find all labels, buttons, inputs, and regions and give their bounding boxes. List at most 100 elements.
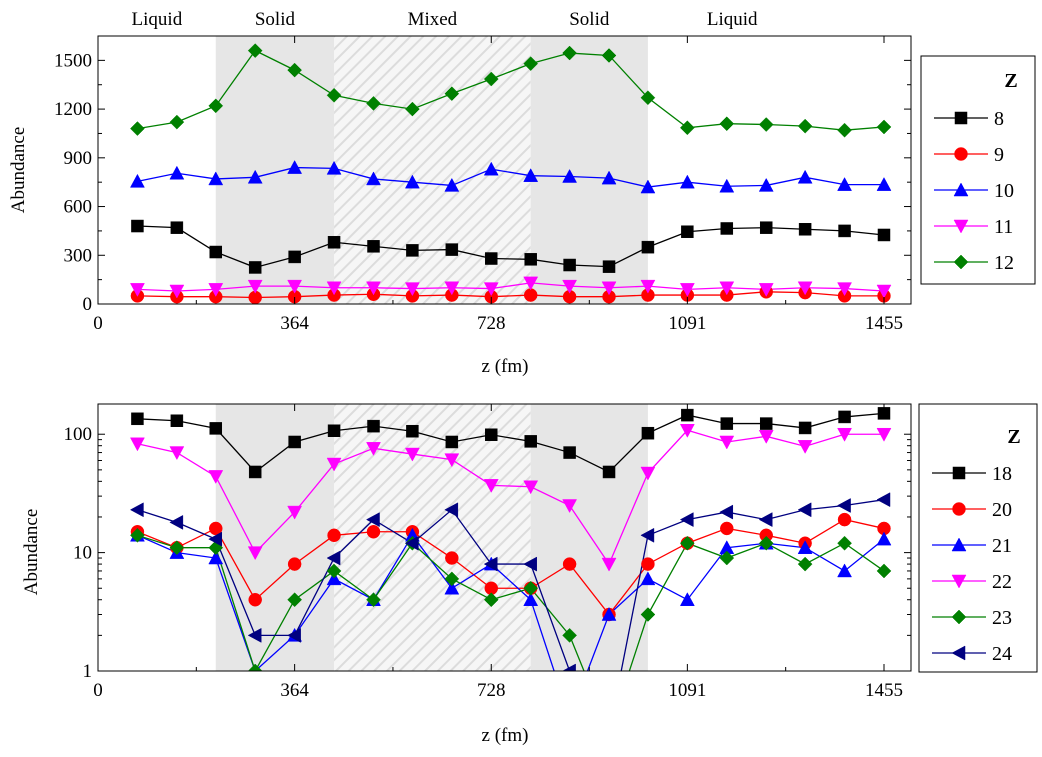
data-point-z24 xyxy=(797,502,812,518)
data-point-z24 xyxy=(758,512,773,528)
legend-label-z23: 23 xyxy=(992,607,1012,629)
data-point-z8 xyxy=(209,245,223,259)
region-label-liquid: Liquid xyxy=(707,9,758,30)
series-line-z11 xyxy=(137,282,885,292)
data-point-z8 xyxy=(524,253,537,266)
data-point-z23 xyxy=(483,592,499,608)
data-point-z10 xyxy=(287,160,303,174)
legend-marker-z18 xyxy=(952,466,966,480)
y-tick-label: 900 xyxy=(64,148,93,169)
data-point-z21 xyxy=(601,606,617,621)
data-point-z22 xyxy=(483,479,499,493)
data-point-z20 xyxy=(248,592,262,607)
y-tick-label: 0 xyxy=(83,294,93,315)
data-point-z12 xyxy=(169,114,185,130)
data-point-z10 xyxy=(640,179,656,194)
data-point-z22 xyxy=(169,446,185,461)
legend: Z 8 9 10 11 12 xyxy=(920,55,1036,285)
legend-title: Z xyxy=(1007,426,1020,448)
x-tick-label: 1091 xyxy=(668,313,706,334)
data-point-z8 xyxy=(602,260,616,273)
data-point-z12 xyxy=(797,118,813,134)
data-point-z11 xyxy=(247,279,263,294)
x-tick-label: 1455 xyxy=(865,680,903,701)
data-point-z8 xyxy=(838,224,851,238)
data-point-z23 xyxy=(562,628,577,643)
data-point-z12 xyxy=(876,119,892,135)
legend: Z 18 20 21 22 23 24 xyxy=(918,403,1038,673)
data-point-z20 xyxy=(327,528,341,543)
data-point-z8 xyxy=(798,223,812,236)
data-point-z12 xyxy=(366,96,381,111)
data-point-z11 xyxy=(719,281,735,296)
legend-marker-z9 xyxy=(954,147,968,161)
data-point-z10 xyxy=(601,170,617,185)
data-point-z12 xyxy=(523,56,539,71)
data-point-z10 xyxy=(837,177,852,191)
data-point-z10 xyxy=(523,168,539,182)
data-point-z9 xyxy=(523,288,538,302)
legend-items: 8 9 10 11 12 xyxy=(934,108,1014,274)
legend-marker-z20 xyxy=(952,502,966,516)
data-point-z12 xyxy=(287,62,302,78)
x-tick-label: 0 xyxy=(93,313,103,334)
data-point-z22 xyxy=(247,546,263,561)
data-point-z21 xyxy=(837,563,852,578)
data-point-z18 xyxy=(170,414,184,427)
data-point-z11 xyxy=(876,284,892,299)
y-tick-label: 1500 xyxy=(54,50,92,71)
legend-label-z12: 12 xyxy=(994,252,1014,274)
data-point-z24 xyxy=(326,550,341,566)
axes: 0 364 728 1091 1455 1 10 100 xyxy=(64,404,911,701)
data-point-z22 xyxy=(719,435,735,450)
data-point-z24 xyxy=(640,527,655,543)
legend-marker-z22 xyxy=(951,574,967,589)
data-point-z22 xyxy=(679,424,695,438)
region-label-liquid: Liquid xyxy=(132,9,183,30)
data-point-z20 xyxy=(287,557,302,571)
data-point-z11 xyxy=(523,276,539,291)
data-point-z11 xyxy=(679,283,695,297)
data-point-z12 xyxy=(837,122,852,138)
data-point-z11 xyxy=(483,282,499,297)
data-point-z24 xyxy=(169,514,184,530)
data-point-z18 xyxy=(798,421,812,435)
data-point-z23 xyxy=(326,563,342,579)
data-point-z23 xyxy=(247,663,263,671)
data-point-z23 xyxy=(523,580,539,596)
data-point-z21 xyxy=(523,592,539,606)
data-point-z20 xyxy=(562,557,577,571)
data-point-z10 xyxy=(130,173,145,188)
data-point-z18 xyxy=(641,426,655,440)
legend-label-z21: 21 xyxy=(992,535,1012,557)
region-label-solid: Solid xyxy=(255,9,296,30)
data-point-z23 xyxy=(680,535,695,551)
y-tick-label: 600 xyxy=(64,197,93,218)
data-point-z10 xyxy=(404,174,420,189)
data-point-z18 xyxy=(327,424,341,437)
data-point-z11 xyxy=(837,282,852,297)
x-tick-label: 0 xyxy=(93,680,103,701)
data-point-z24 xyxy=(208,531,223,547)
data-point-z24 xyxy=(562,663,576,671)
y-tick-label: 100 xyxy=(64,424,93,445)
data-point-z22 xyxy=(523,480,539,495)
data-point-z10 xyxy=(719,178,735,193)
data-point-z22 xyxy=(444,453,460,468)
data-point-z11 xyxy=(601,281,617,296)
data-point-z18 xyxy=(406,424,419,438)
x-tick-label: 728 xyxy=(477,680,506,701)
data-point-z10 xyxy=(247,169,263,184)
legend-label-z10: 10 xyxy=(994,180,1014,202)
series-line-z22 xyxy=(137,429,884,566)
legend-label-z8: 8 xyxy=(994,108,1004,130)
x-tick-label: 1455 xyxy=(865,313,903,334)
data-point-z8 xyxy=(367,240,380,253)
data-point-z8 xyxy=(681,225,694,238)
data-point-z11 xyxy=(640,279,656,294)
data-point-z21 xyxy=(326,571,342,586)
data-point-z12 xyxy=(719,116,735,132)
legend-marker-z21 xyxy=(951,537,967,552)
series-line-z18 xyxy=(137,412,885,473)
